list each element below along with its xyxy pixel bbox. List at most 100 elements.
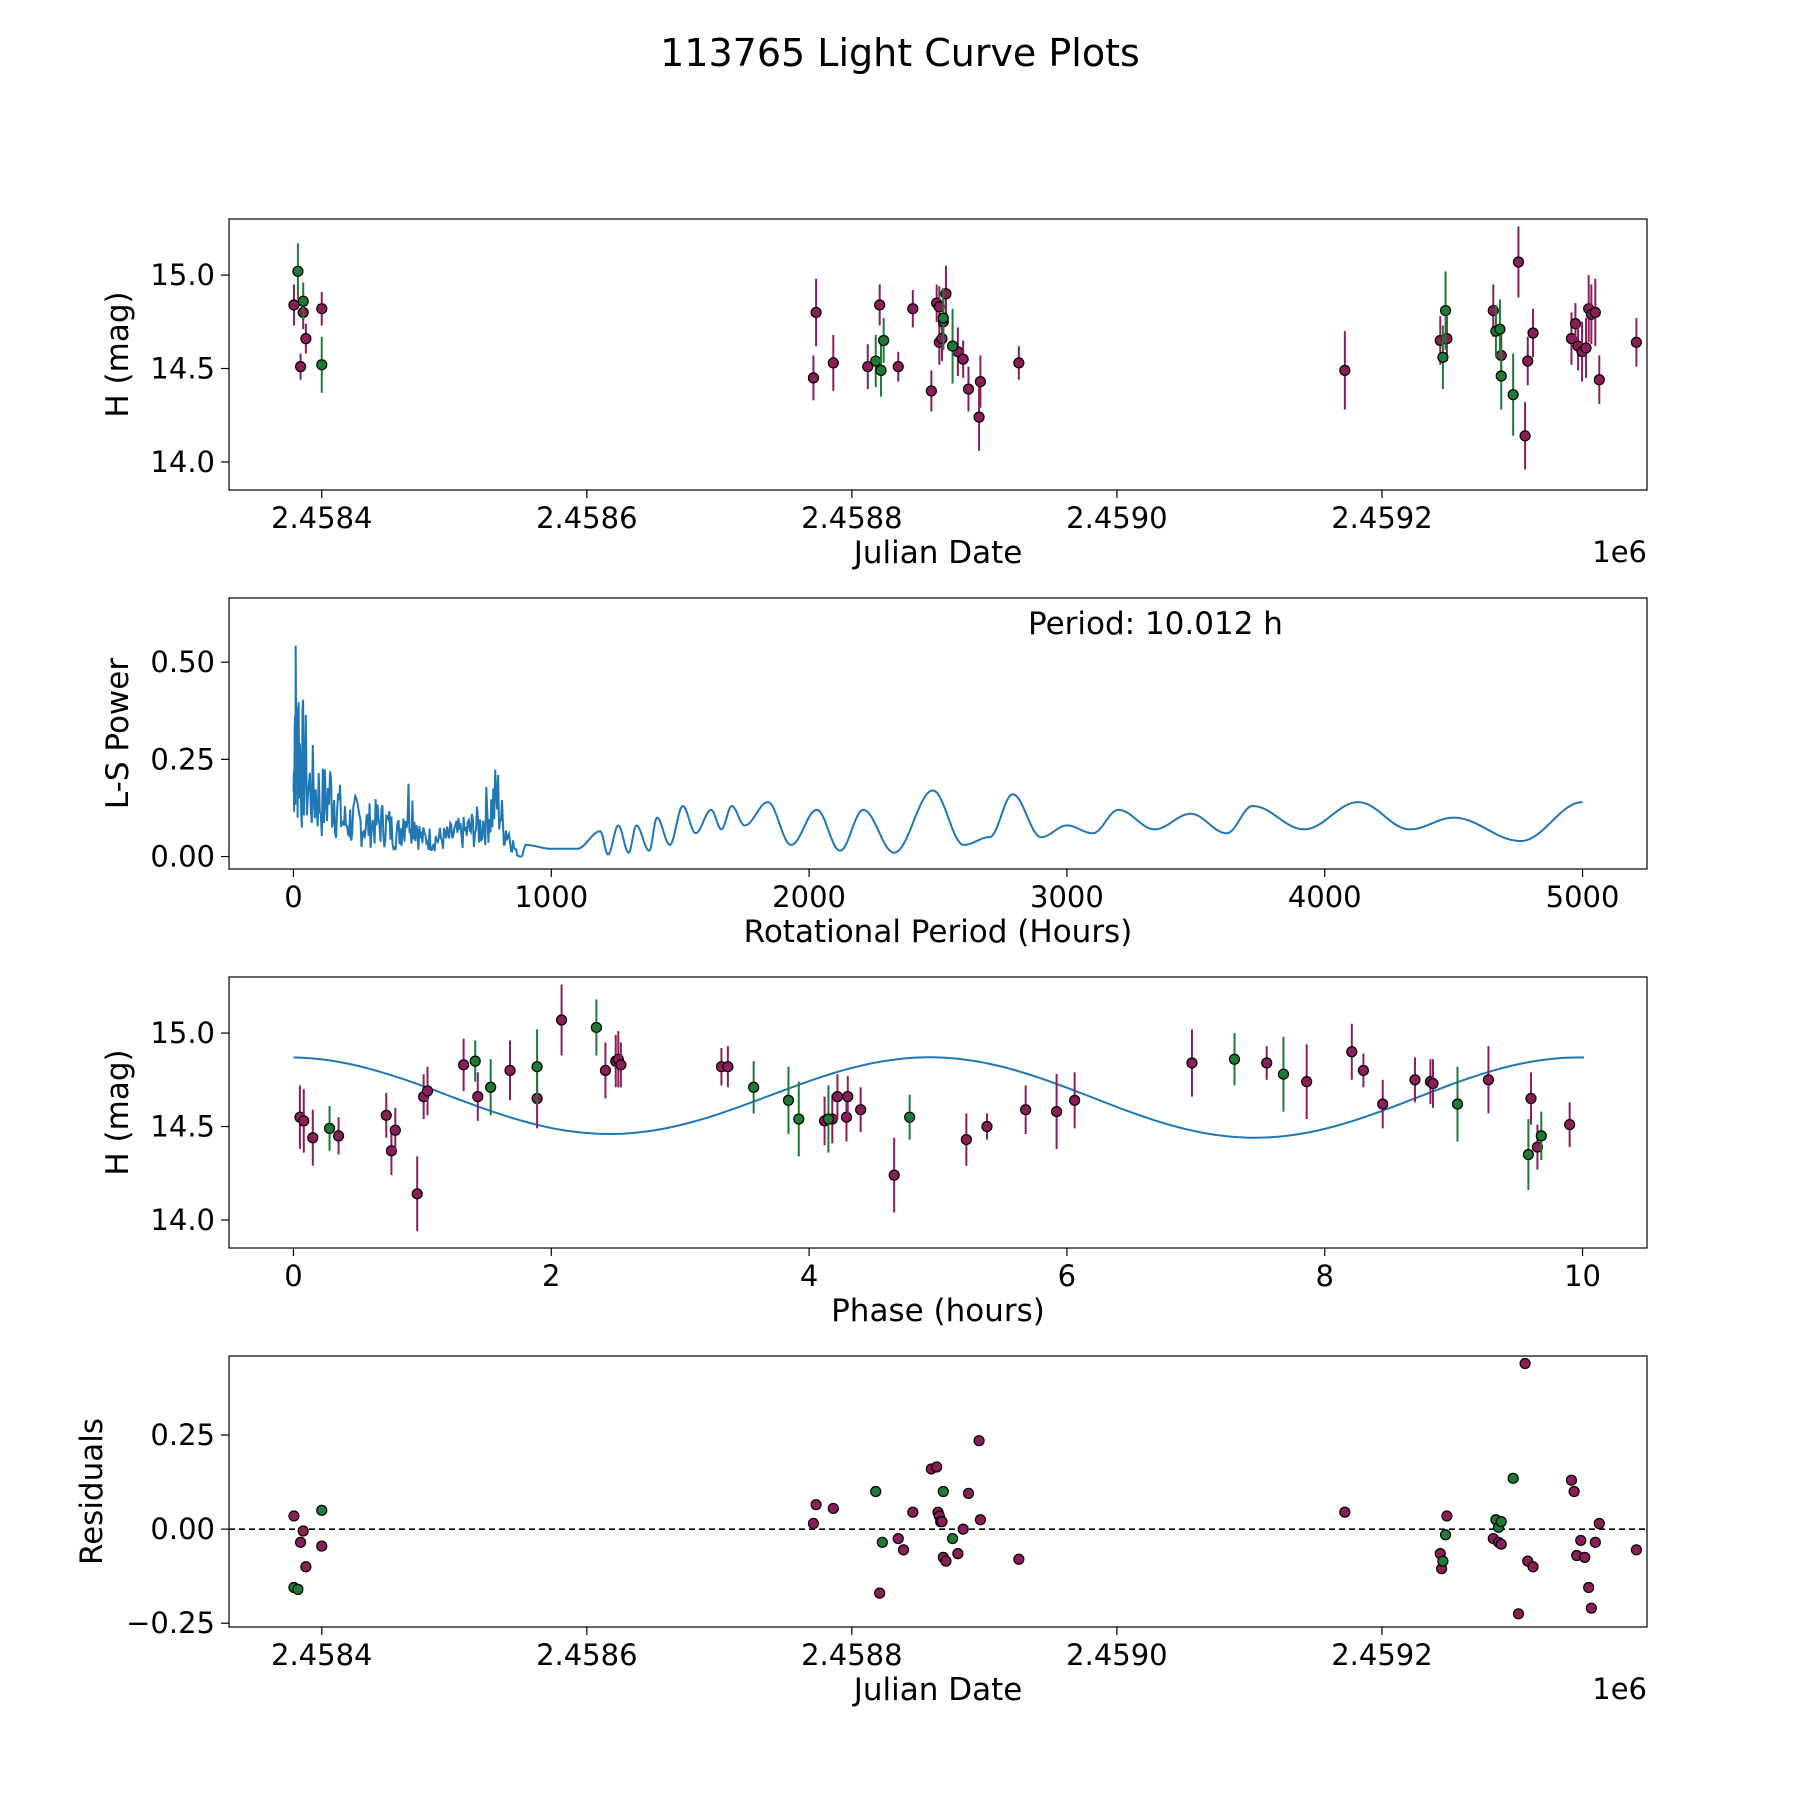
phase-point [332, 1130, 345, 1142]
residuals-point [1519, 1357, 1531, 1370]
phase-xtick-label: 6 [1058, 1259, 1076, 1293]
phase-point [389, 1124, 401, 1136]
residuals-point [973, 1435, 985, 1447]
residuals-point [1593, 1517, 1605, 1530]
residuals-panel: 2.4584 2.4586 2.4588 2.4590 2.4592 −0.25 0.00 0… [74, 1355, 1648, 1708]
residuals-offset-label: 1e6 [1592, 1672, 1647, 1706]
lightcurve-point [875, 364, 887, 376]
residuals-point [974, 1514, 987, 1526]
lightcurve-xtick-label: 2.4588 [801, 501, 902, 535]
periodogram-frame [228, 597, 1648, 870]
residuals-ytick-label: 0.25 [150, 1418, 215, 1452]
periodogram-xtick-label: 1000 [514, 880, 588, 914]
periodogram-ylabel: L-S Power [100, 658, 136, 809]
lightcurve-point [827, 357, 839, 369]
lightcurve-point [974, 376, 987, 388]
phase-point [782, 1094, 795, 1106]
residuals-point [1585, 1602, 1597, 1614]
lightcurve-point [870, 355, 882, 367]
residuals-point [1507, 1472, 1519, 1484]
phase-point [307, 1132, 319, 1144]
phase-point [380, 1109, 392, 1121]
lightcurve-point [925, 385, 937, 397]
phase-xtick-label: 8 [1316, 1259, 1334, 1293]
phase-xtick-label: 10 [1564, 1259, 1601, 1293]
phase-point [842, 1091, 854, 1103]
phase-point [1377, 1098, 1389, 1110]
phase-point [960, 1133, 972, 1146]
phase-point [1301, 1076, 1313, 1088]
periodogram-ytick-label: 0.50 [150, 645, 215, 679]
residuals-point [292, 1583, 304, 1595]
phase-point [472, 1091, 484, 1103]
phase-point [855, 1104, 867, 1116]
residuals-point [1575, 1534, 1587, 1547]
lightcurve-offset-label: 1e6 [1592, 535, 1647, 569]
lightcurve-ylabel: H (mag) [100, 291, 136, 417]
residuals-point [876, 1536, 888, 1548]
lightcurve-point [862, 361, 874, 373]
residuals-point [931, 1461, 943, 1473]
periodogram-ytick-label: 0.00 [150, 840, 215, 874]
phase-point [485, 1081, 497, 1093]
phase-point [748, 1081, 760, 1093]
lightcurve-xtick-label: 2.4592 [1331, 501, 1432, 535]
phase-point [1346, 1046, 1358, 1058]
lightcurve-point [1494, 323, 1506, 335]
phase-point [888, 1169, 900, 1181]
residuals-point [946, 1532, 959, 1545]
residuals-point [810, 1499, 822, 1511]
periodogram-xlabel: Rotational Period (Hours) [744, 914, 1133, 950]
phase-point [1357, 1064, 1370, 1077]
lightcurve-ytick-label: 14.5 [150, 352, 215, 386]
phase-point [531, 1061, 543, 1073]
lightcurve-xtick-label: 2.4590 [1066, 501, 1167, 535]
periodogram-marks [292, 645, 1583, 858]
residuals-point [1495, 1538, 1507, 1550]
residuals-point [288, 1510, 300, 1522]
period-annotation: Period: 10.012 h [1028, 606, 1283, 642]
periodogram-xtick-label: 2000 [772, 880, 846, 914]
lightcurve-panel: 2.4584 2.4586 2.4588 2.4590 2.4592 14.0 14.5 15… [100, 218, 1648, 571]
phase-point [1482, 1074, 1495, 1086]
lightcurve-point [288, 299, 300, 311]
phase-point [1228, 1053, 1241, 1065]
lightcurve-point [1519, 430, 1531, 442]
phase-xtick-label: 0 [284, 1259, 302, 1293]
residuals-point [1568, 1485, 1580, 1498]
residuals-point [807, 1517, 820, 1530]
phase-point [722, 1061, 734, 1073]
periodogram-xtick-label: 4000 [1288, 880, 1362, 914]
phase-point [615, 1059, 627, 1071]
residuals-point [957, 1523, 969, 1535]
phase-point [1409, 1074, 1421, 1086]
phase-point [504, 1064, 516, 1077]
periodogram-xtick-label: 5000 [1546, 880, 1620, 914]
residuals-point [1630, 1544, 1642, 1556]
residuals-point [316, 1540, 328, 1552]
lightcurve-point [1013, 357, 1025, 369]
residuals-point [827, 1502, 839, 1515]
residuals-point [874, 1587, 886, 1599]
periodogram-ytick-label: 0.25 [150, 742, 215, 776]
figure-title: 113765 Light Curve Plots [660, 31, 1140, 75]
residuals-point [962, 1487, 975, 1499]
lightcurve-point [1630, 336, 1642, 348]
lightcurve-point [962, 383, 975, 395]
lightcurve-point [937, 312, 949, 324]
residuals-point [907, 1506, 919, 1518]
lightcurve-point [1439, 304, 1452, 317]
residuals-point [297, 1525, 309, 1537]
phase-point [904, 1111, 916, 1123]
lightcurve-point [292, 265, 304, 277]
phase-point [793, 1113, 805, 1125]
phase-xtick-label: 4 [800, 1259, 818, 1293]
residuals-point [1439, 1529, 1452, 1541]
lightcurve-point [300, 333, 312, 345]
lightcurve-point [297, 295, 309, 307]
lightcurve-point [1507, 389, 1519, 401]
lightcurve-point [1512, 256, 1525, 268]
lightcurve-point [807, 372, 820, 384]
phase-point [590, 1021, 602, 1034]
residuals-point [294, 1536, 307, 1548]
